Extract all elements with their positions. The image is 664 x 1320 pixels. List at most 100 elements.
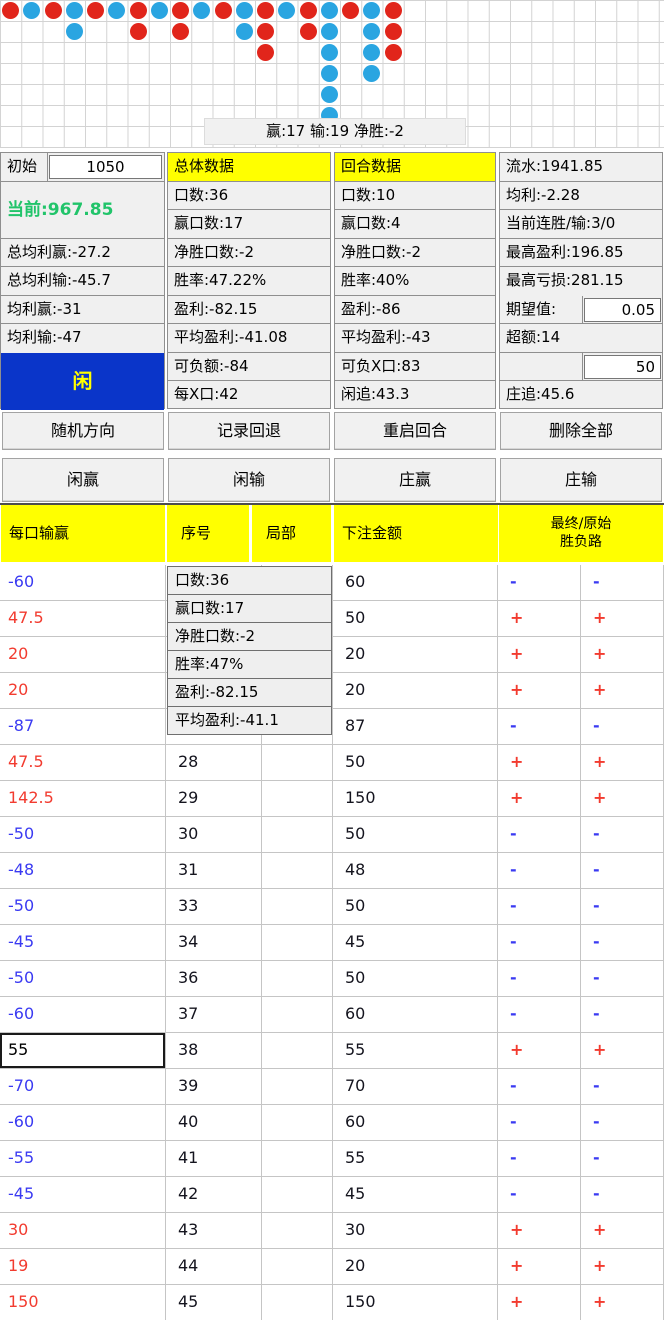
side-indicator-player[interactable]: 闲 bbox=[1, 352, 164, 410]
road-dot-red bbox=[172, 23, 189, 40]
bet-unit-input[interactable] bbox=[584, 354, 661, 379]
stats-flow-column: 流水:1941.85 均利:-2.28 当前连胜/输:3/0 最高盈利:196.85 最… bbox=[499, 152, 663, 409]
banker-chase-value: 庄追:45.6 bbox=[506, 385, 575, 403]
cell-bet: 70 bbox=[333, 1069, 498, 1105]
cell-bet: 50 bbox=[333, 745, 498, 781]
cell-original-result: - bbox=[581, 1177, 664, 1213]
expectation-input[interactable] bbox=[584, 297, 661, 322]
cell-pnl[interactable]: 19 bbox=[0, 1249, 166, 1285]
cell-pnl[interactable]: 55 bbox=[0, 1033, 166, 1069]
cell-seq: 39 bbox=[166, 1069, 262, 1105]
road-dot-blue bbox=[235, 2, 253, 19]
cell-seq: 43 bbox=[166, 1213, 262, 1249]
cell-pnl[interactable]: -50 bbox=[0, 889, 166, 925]
road-dot-red bbox=[257, 2, 274, 19]
cell-part bbox=[262, 709, 333, 745]
cell-part bbox=[262, 1285, 333, 1320]
cell-final-result: + bbox=[498, 1285, 581, 1320]
cell-pnl[interactable]: -55 bbox=[0, 1141, 166, 1177]
overall-stat-row: 赢口数:17 bbox=[168, 210, 330, 239]
bet-table-body: -60 60- -47.5 50 + +20 20 + +20 20 + + -87 87- -47.5 28… bbox=[0, 565, 664, 1320]
cell-pnl[interactable]: -48 bbox=[0, 853, 166, 889]
tooltip-line: 净胜口数:-2 bbox=[167, 622, 332, 651]
action-button-1[interactable]: 随机方向 bbox=[2, 412, 164, 450]
header-result-line2: 胜负路 bbox=[560, 533, 602, 550]
flow-stat-row: 当前连胜/输:3/0 bbox=[500, 210, 662, 239]
cell-original-result: - bbox=[581, 709, 664, 745]
cell-bet: 150 bbox=[333, 781, 498, 817]
cell-pnl[interactable]: 20 bbox=[0, 637, 166, 673]
overall-stat-row: 净胜口数:-2 bbox=[168, 239, 330, 267]
action-button-2[interactable]: 记录回退 bbox=[168, 412, 330, 450]
road-dot-blue bbox=[108, 2, 126, 19]
table-top-border bbox=[0, 503, 664, 505]
cell-original-result: + bbox=[581, 781, 664, 817]
cell-final-result: + bbox=[498, 1033, 581, 1069]
cell-pnl[interactable]: 142.5 bbox=[0, 781, 166, 817]
cell-bet: 150 bbox=[333, 1285, 498, 1320]
cell-pnl[interactable]: -45 bbox=[0, 925, 166, 961]
cell-final-result: - bbox=[498, 565, 581, 601]
cell-original-result: - bbox=[581, 853, 664, 889]
cell-pnl[interactable]: 47.5 bbox=[0, 601, 166, 637]
tooltip-line: 盈利:-82.15 bbox=[167, 678, 332, 707]
cell-final-result: + bbox=[498, 637, 581, 673]
road-dot-blue bbox=[320, 65, 338, 82]
cell-pnl[interactable]: -70 bbox=[0, 1069, 166, 1105]
initial-balance-input[interactable] bbox=[49, 155, 162, 179]
cell-pnl[interactable]: 47.5 bbox=[0, 745, 166, 781]
cell-pnl[interactable]: -60 bbox=[0, 997, 166, 1033]
cell-part bbox=[262, 817, 333, 853]
cell-pnl[interactable]: -45 bbox=[0, 1177, 166, 1213]
road-dot-red bbox=[44, 2, 62, 19]
overall-stat-row: 口数:36 bbox=[168, 182, 330, 210]
cell-pnl[interactable]: 30 bbox=[0, 1213, 166, 1249]
flow-stat-row: 流水:1941.85 bbox=[500, 153, 662, 182]
cell-part bbox=[262, 1033, 333, 1069]
cell-seq: 44 bbox=[166, 1249, 262, 1285]
cell-final-result: - bbox=[498, 709, 581, 745]
result-button-1[interactable]: 闲赢 bbox=[2, 458, 164, 502]
result-button-4[interactable]: 庄输 bbox=[500, 458, 662, 502]
cell-bet: 48 bbox=[333, 853, 498, 889]
cell-pnl[interactable]: 20 bbox=[0, 673, 166, 709]
road-dot-red bbox=[214, 2, 232, 19]
road-dot-blue bbox=[23, 2, 41, 19]
cell-bet: 45 bbox=[333, 925, 498, 961]
cell-original-result: - bbox=[581, 1141, 664, 1177]
cell-part bbox=[262, 1105, 333, 1141]
cell-original-result: - bbox=[581, 961, 664, 997]
road-grid[interactable] bbox=[0, 0, 664, 148]
overall-header: 总体数据 bbox=[168, 153, 330, 182]
cell-pnl[interactable]: -87 bbox=[0, 709, 166, 745]
action-button-3[interactable]: 重启回合 bbox=[334, 412, 496, 450]
cell-part bbox=[262, 889, 333, 925]
result-button-2[interactable]: 闲输 bbox=[168, 458, 330, 502]
cell-pnl[interactable]: -60 bbox=[0, 565, 166, 601]
cell-seq: 30 bbox=[166, 817, 262, 853]
cell-pnl[interactable]: 150 bbox=[0, 1285, 166, 1320]
stat-row: 均利赢:-31 bbox=[1, 296, 164, 324]
cell-seq: 45 bbox=[166, 1285, 262, 1320]
cell-pnl[interactable]: -50 bbox=[0, 961, 166, 997]
cell-pnl[interactable]: -60 bbox=[0, 1105, 166, 1141]
cell-seq: 37 bbox=[166, 997, 262, 1033]
cell-bet: 55 bbox=[333, 1141, 498, 1177]
cell-final-result: - bbox=[498, 925, 581, 961]
cell-pnl[interactable]: -50 bbox=[0, 817, 166, 853]
cell-final-result: - bbox=[498, 961, 581, 997]
road-dot-red bbox=[257, 44, 274, 61]
cell-bet: 20 bbox=[333, 673, 498, 709]
round-stat-row: 可负X口:83 bbox=[335, 353, 495, 381]
tooltip-line: 胜率:47% bbox=[167, 650, 332, 679]
cell-part bbox=[262, 1177, 333, 1213]
cell-part bbox=[262, 925, 333, 961]
action-button-4[interactable]: 删除全部 bbox=[500, 412, 662, 450]
cell-final-result: - bbox=[498, 997, 581, 1033]
road-dot-blue bbox=[193, 2, 211, 19]
bet-unit-empty-label bbox=[500, 352, 583, 380]
header-part: 局部 bbox=[252, 505, 331, 562]
result-button-3[interactable]: 庄赢 bbox=[334, 458, 496, 502]
cell-final-result: + bbox=[498, 601, 581, 637]
